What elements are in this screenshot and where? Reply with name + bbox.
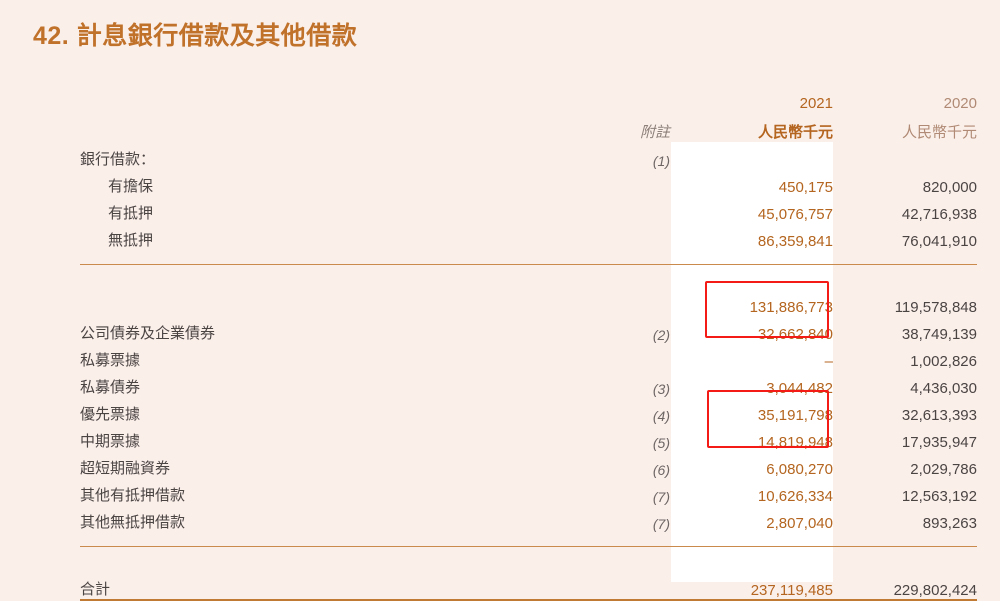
total-value-2021: 237,119,485 <box>750 582 833 599</box>
subtotal-note <box>580 289 670 316</box>
table-row: 公司債券及企業債券 (2) 32,662,840 38,749,139 <box>80 316 977 343</box>
row-value-2021: 450,175 <box>778 179 833 196</box>
table-row: 其他有抵押借款 (7) 10,626,334 12,563,192 <box>80 478 977 505</box>
row-label: 有抵押 <box>108 205 154 222</box>
table-row-total: 合計 237,119,485 229,802,424 <box>80 571 977 600</box>
header-unit-2021: 人民幣千元 <box>757 124 833 141</box>
row-value-2020: 4,436,030 <box>910 380 977 397</box>
table-header-row-year: 2021 2020 <box>80 86 977 112</box>
table-row-subtotal: 131,886,773 119,578,848 <box>80 289 977 316</box>
table-row: 私募票據 – 1,002,826 <box>80 343 977 370</box>
header-unit-2020: 人民幣千元 <box>901 124 977 141</box>
table-header: 2021 2020 附註 人民幣千元 人民幣千元 <box>80 86 977 142</box>
row-value-2021: 45,076,757 <box>757 206 833 223</box>
header-note-spacer <box>580 86 670 112</box>
row-note: (3) <box>652 381 670 397</box>
row-label: 超短期融資券 <box>80 460 171 477</box>
row-value-2021: 86,359,841 <box>757 233 833 250</box>
table-row: 超短期融資券 (6) 6,080,270 2,029,786 <box>80 451 977 478</box>
row-value-2021: 2,807,040 <box>766 515 833 532</box>
row-spacer <box>80 250 977 265</box>
row-value-2021: 10,626,334 <box>757 488 833 505</box>
table-row: 無抵押 86,359,841 76,041,910 <box>80 223 977 250</box>
table-row: 優先票據 (4) 35,191,798 32,613,393 <box>80 397 977 424</box>
row-value-2020: 42,716,938 <box>901 206 977 223</box>
row-spacer <box>80 265 977 289</box>
row-value-2020: 2,029,786 <box>910 461 977 478</box>
row-value-2020: 893,263 <box>922 515 977 532</box>
row-note <box>580 196 670 223</box>
table-row: 中期票據 (5) 14,819,948 17,935,947 <box>80 424 977 451</box>
row-value-2021: 32,662,840 <box>757 326 833 343</box>
row-value-2020: 12,563,192 <box>901 488 977 505</box>
row-value-2021: 6,080,270 <box>766 461 833 478</box>
row-value-2020: 1,002,826 <box>910 353 977 370</box>
table-row: 私募債券 (3) 3,044,482 4,436,030 <box>80 370 977 397</box>
row-label: 銀行借款： <box>80 151 156 168</box>
total-label: 合計 <box>80 581 111 598</box>
row-note: (5) <box>652 435 670 451</box>
row-label: 公司債券及企業債券 <box>80 325 216 342</box>
row-note: (2) <box>652 327 670 343</box>
total-note <box>580 571 670 600</box>
table-row: 其他無抵押借款 (7) 2,807,040 893,263 <box>80 505 977 532</box>
header-note-label: 附註 <box>639 124 670 141</box>
subtotal-label <box>80 289 580 316</box>
header-year-2020: 2020 <box>943 95 977 112</box>
header-year-2021: 2021 <box>799 95 833 112</box>
row-label: 私募票據 <box>80 352 141 369</box>
row-spacer <box>80 547 977 571</box>
row-note: (1) <box>652 153 670 169</box>
row-label: 私募債券 <box>80 379 141 396</box>
row-note <box>580 343 670 370</box>
row-value-2021: 3,044,482 <box>766 380 833 397</box>
row-label: 有擔保 <box>108 178 154 195</box>
financial-statement-page: 42. 計息銀行借款及其他借款 2021 2020 附註 人民幣千元 人民幣千元… <box>33 16 977 601</box>
table-divider-rule <box>80 546 977 547</box>
row-note <box>580 223 670 250</box>
table-divider-rule <box>80 264 977 265</box>
row-value-2020 <box>833 142 977 169</box>
row-value-2020: 76,041,910 <box>901 233 977 250</box>
row-value-2020: 820,000 <box>922 179 977 196</box>
row-value-2021: 35,191,798 <box>757 407 833 424</box>
page-title: 42. 計息銀行借款及其他借款 <box>33 16 357 52</box>
row-value-2021: – <box>824 353 833 370</box>
table-body: 銀行借款： (1) 有擔保 450,175 820,000 有抵押 45,076… <box>80 142 977 601</box>
row-label: 優先票據 <box>80 406 141 423</box>
subtotal-value-2020: 119,578,848 <box>894 299 977 316</box>
header-spacer-2 <box>80 112 580 142</box>
row-label: 無抵押 <box>108 232 154 249</box>
row-label: 中期票據 <box>80 433 141 450</box>
row-label: 其他有抵押借款 <box>80 487 186 504</box>
row-note: (6) <box>652 462 670 478</box>
row-label: 其他無抵押借款 <box>80 514 186 531</box>
interest-bearing-borrowings-table: 2021 2020 附註 人民幣千元 人民幣千元 銀行借款： (1) 有擔保 4… <box>80 86 977 601</box>
column-highlight-band-2021 <box>671 142 833 582</box>
row-value-2021: 14,819,948 <box>757 434 833 451</box>
row-note <box>580 169 670 196</box>
row-note: (4) <box>652 408 670 424</box>
row-value-2020: 32,613,393 <box>901 407 977 424</box>
table-row: 銀行借款： (1) <box>80 142 977 169</box>
section-number: 42. <box>33 22 70 50</box>
row-value-2020: 17,935,947 <box>901 434 977 451</box>
row-spacer <box>80 532 977 547</box>
row-value-2021 <box>670 142 833 169</box>
subtotal-value-2021: 131,886,773 <box>749 299 833 316</box>
row-note: (7) <box>652 516 670 532</box>
total-value-2020: 229,802,424 <box>893 582 977 599</box>
table-header-row-unit: 附註 人民幣千元 人民幣千元 <box>80 112 977 142</box>
table-row: 有擔保 450,175 820,000 <box>80 169 977 196</box>
section-title: 計息銀行借款及其他借款 <box>76 22 358 50</box>
header-spacer <box>80 86 580 112</box>
row-note: (7) <box>652 489 670 505</box>
table-row: 有抵押 45,076,757 42,716,938 <box>80 196 977 223</box>
row-value-2020: 38,749,139 <box>901 326 977 343</box>
